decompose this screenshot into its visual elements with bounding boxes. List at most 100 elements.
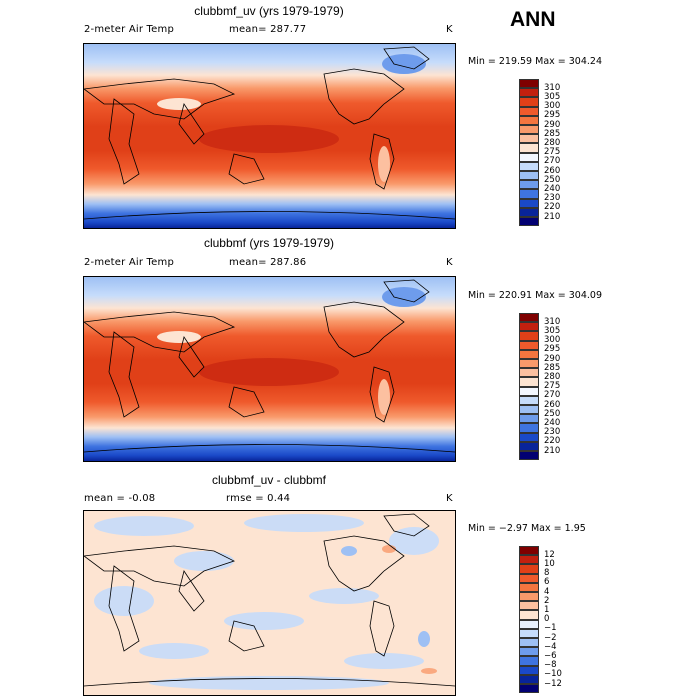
colorbar-tick-label: 230 xyxy=(544,427,561,438)
colorbar-swatch xyxy=(519,97,539,107)
colorbar-swatch xyxy=(519,115,539,125)
colorbar-tick-label: 260 xyxy=(544,399,561,410)
colorbar-swatch xyxy=(519,143,539,153)
panel-2-minmax: Min = 220.91 Max = 304.09 xyxy=(468,290,602,301)
colorbar-tick-label: 2 xyxy=(544,595,550,606)
colorbar-tick-label: −12 xyxy=(544,678,562,689)
season-label: ANN xyxy=(510,8,556,31)
colorbar-swatch xyxy=(519,368,539,378)
colorbar-swatch xyxy=(519,405,539,415)
colorbar-tick-label: −1 xyxy=(544,623,557,634)
colorbar-tick-label: 305 xyxy=(544,325,561,336)
colorbar-tick-label: 210 xyxy=(544,445,561,456)
colorbar-tick-label: 310 xyxy=(544,316,561,327)
colorbar-tick-label: 240 xyxy=(544,183,561,194)
panel-1-title: clubbmf_uv (yrs 1979-1979) xyxy=(194,4,344,18)
colorbar-swatch xyxy=(519,322,539,332)
colorbar-tick-label: 250 xyxy=(544,174,561,185)
colorbar-swatch xyxy=(519,349,539,359)
colorbar-tick-label: 295 xyxy=(544,110,561,121)
colorbar-swatch xyxy=(519,161,539,171)
colorbar-tick-label: 270 xyxy=(544,390,561,401)
panel-2-unit: K xyxy=(446,257,453,268)
colorbar-swatch xyxy=(519,628,539,638)
colorbar-tick-label: 275 xyxy=(544,381,561,392)
colorbar-swatch xyxy=(519,441,539,451)
colorbar-tick-label: 290 xyxy=(544,353,561,364)
colorbar-tick-label: 275 xyxy=(544,147,561,158)
colorbar-swatch xyxy=(519,152,539,162)
colorbar-tick-label: 300 xyxy=(544,101,561,112)
colorbar-tick-label: −10 xyxy=(544,669,562,680)
colorbar-swatch xyxy=(519,125,539,135)
panel-2-variable-label: 2-meter Air Temp xyxy=(84,257,174,268)
colorbar-tick-label: −2 xyxy=(544,632,557,643)
colorbar-swatch xyxy=(519,106,539,116)
panel-1-map xyxy=(83,43,456,229)
panel-1-mean-label: mean= 287.77 xyxy=(229,24,307,35)
colorbar-tick-label: 12 xyxy=(544,549,555,560)
colorbar-tick-label: 1 xyxy=(544,604,550,615)
colorbar-swatch xyxy=(519,340,539,350)
colorbar-swatch xyxy=(519,313,539,323)
panel-3-mean-label: mean = -0.08 xyxy=(84,493,156,504)
colorbar-swatch xyxy=(519,564,539,574)
panel-3-title: clubbmf_uv - clubbmf xyxy=(211,473,327,487)
colorbar-tick-label: 285 xyxy=(544,128,561,139)
colorbar-swatch xyxy=(519,684,539,694)
colorbar-tick-label: 4 xyxy=(544,586,550,597)
colorbar-tick-label: 270 xyxy=(544,156,561,167)
colorbar-swatch xyxy=(519,359,539,369)
colorbar-tick-label: 0 xyxy=(544,614,550,625)
colorbar-swatch xyxy=(519,88,539,98)
colorbar-swatch xyxy=(519,638,539,648)
panel-2-map-svg xyxy=(84,277,455,461)
panel-2-map xyxy=(83,276,456,462)
colorbar-swatch xyxy=(519,546,539,556)
panel-3-rmse-label: rmse = 0.44 xyxy=(226,493,291,504)
panel-3-map-svg xyxy=(84,511,455,695)
colorbar-tick-label: 280 xyxy=(544,137,561,148)
colorbar-tick-label: −4 xyxy=(544,641,557,652)
colorbar-tick-label: 295 xyxy=(544,344,561,355)
colorbar-swatch xyxy=(519,451,539,461)
colorbar-tick-label: 250 xyxy=(544,408,561,419)
colorbar-swatch xyxy=(519,674,539,684)
colorbar-swatch xyxy=(519,331,539,341)
colorbar-tick-label: 305 xyxy=(544,91,561,102)
colorbar-tick-label: 230 xyxy=(544,193,561,204)
colorbar-tick-label: 220 xyxy=(544,436,561,447)
panel-1-map-svg xyxy=(84,44,455,228)
colorbar-tick-label: 290 xyxy=(544,119,561,130)
colorbar-swatch xyxy=(519,171,539,181)
colorbar-swatch xyxy=(519,555,539,565)
colorbar-swatch xyxy=(519,134,539,144)
colorbar-tick-label: 220 xyxy=(544,202,561,213)
colorbar-swatch xyxy=(519,656,539,666)
colorbar-swatch xyxy=(519,619,539,629)
colorbar-swatch xyxy=(519,573,539,583)
panel-3-map xyxy=(83,510,456,696)
colorbar-swatch xyxy=(519,665,539,675)
panel-2-title: clubbmf (yrs 1979-1979) xyxy=(203,236,335,250)
colorbar-swatch xyxy=(519,198,539,208)
colorbar-swatch xyxy=(519,217,539,227)
colorbar-swatch xyxy=(519,582,539,592)
colorbar-swatch xyxy=(519,386,539,396)
colorbar-swatch xyxy=(519,592,539,602)
colorbar-swatch xyxy=(519,395,539,405)
colorbar-tick-label: 10 xyxy=(544,558,555,569)
colorbar-tick-label: 8 xyxy=(544,568,550,579)
colorbar-swatch xyxy=(519,180,539,190)
colorbar-tick-label: −6 xyxy=(544,650,557,661)
colorbar-swatch xyxy=(519,377,539,387)
colorbar-tick-label: 210 xyxy=(544,211,561,222)
colorbar-tick-label: 280 xyxy=(544,371,561,382)
colorbar-swatch xyxy=(519,189,539,199)
panel-3-minmax: Min = −2.97 Max = 1.95 xyxy=(468,523,586,534)
colorbar-tick-label: 260 xyxy=(544,165,561,176)
colorbar-tick-label: 6 xyxy=(544,577,550,588)
colorbar-swatch xyxy=(519,423,539,433)
panel-3-unit: K xyxy=(446,493,453,504)
colorbar-swatch xyxy=(519,79,539,89)
